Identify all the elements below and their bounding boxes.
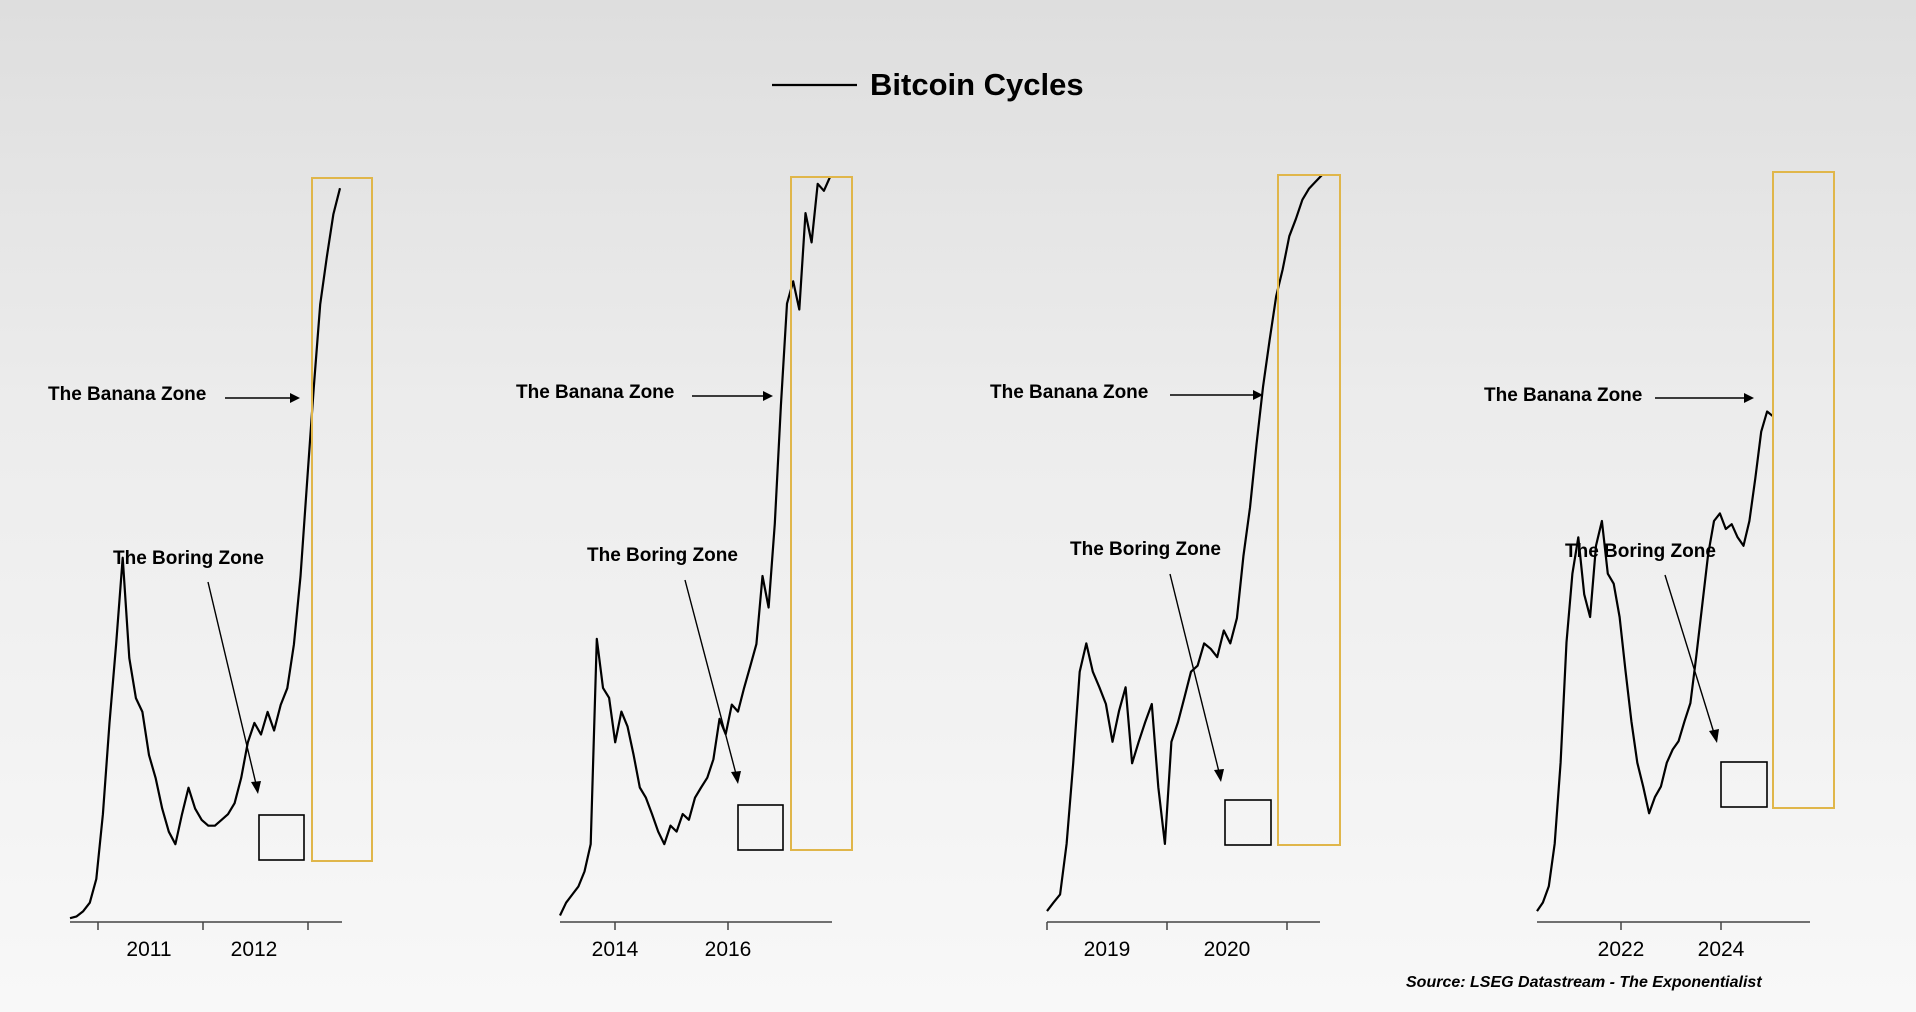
price-series-line: [559, 176, 832, 916]
boring-zone-arrow: [1169, 573, 1220, 773]
boring-zone-arrow: [1664, 574, 1715, 734]
chart-title: Bitcoin Cycles: [870, 67, 1084, 102]
boring-zone-arrow: [207, 581, 257, 785]
x-tick-label: 2022: [1598, 938, 1645, 961]
arrow-head-icon: [1253, 390, 1263, 400]
arrow-head-icon: [731, 771, 741, 784]
boring-zone-box: [258, 814, 305, 861]
boring-zone-box: [737, 804, 784, 851]
source-note: Source: LSEG Datastream - The Exponentia…: [1406, 974, 1762, 991]
banana-zone-label: The Banana Zone: [48, 384, 206, 405]
boring-zone-box: [1224, 799, 1272, 846]
cycle-panel-1: 2011 2012 The Banana Zone The Boring Zon…: [48, 177, 373, 961]
boring-zone-label: The Boring Zone: [113, 548, 264, 569]
boring-zone-label: The Boring Zone: [1565, 541, 1716, 562]
price-series-line: [1536, 410, 1774, 912]
boring-zone-arrow: [684, 579, 737, 775]
banana-zone-label: The Banana Zone: [1484, 385, 1642, 406]
boring-zone-label: The Boring Zone: [1070, 539, 1221, 560]
banana-zone-box: [311, 177, 373, 862]
cycle-panel-4: 2022 2024 The Banana Zone The Boring Zon…: [1484, 171, 1835, 961]
x-tick-label: 2019: [1084, 938, 1131, 961]
arrow-head-icon: [251, 781, 261, 794]
x-tick-label: 2011: [126, 938, 171, 961]
boring-zone-box: [1720, 761, 1768, 808]
arrow-head-icon: [1709, 729, 1719, 743]
cycle-panel-3: 2019 2020 The Banana Zone The Boring Zon…: [990, 174, 1341, 961]
banana-zone-label: The Banana Zone: [516, 382, 674, 403]
banana-zone-box: [1772, 171, 1835, 809]
x-tick-label: 2016: [705, 938, 752, 961]
boring-zone-label: The Boring Zone: [587, 545, 738, 566]
arrow-head-icon: [290, 393, 300, 403]
x-tick-label: 2024: [1698, 938, 1745, 961]
x-tick-label: 2012: [231, 938, 278, 961]
cycle-panel-2: 2014 2016 The Banana Zone The Boring Zon…: [516, 176, 853, 961]
arrow-head-icon: [1744, 393, 1754, 403]
arrow-head-icon: [1214, 769, 1224, 782]
banana-zone-box: [790, 176, 853, 851]
arrow-head-icon: [763, 391, 773, 401]
x-tick-label: 2014: [592, 938, 639, 961]
x-tick-label: 2020: [1204, 938, 1251, 961]
price-series-line: [1046, 174, 1323, 912]
banana-zone-box: [1277, 174, 1341, 846]
banana-zone-label: The Banana Zone: [990, 382, 1148, 403]
price-series-line: [69, 187, 342, 920]
